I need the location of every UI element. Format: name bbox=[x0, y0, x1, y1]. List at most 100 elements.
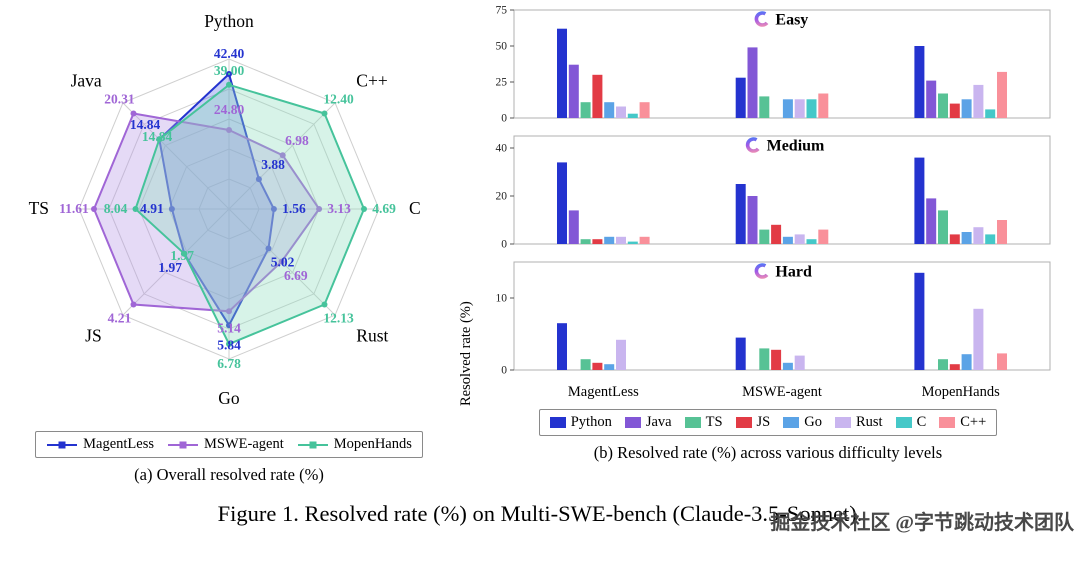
group-label-mopenhands: MopenHands bbox=[922, 384, 1000, 400]
svg-text:10: 10 bbox=[496, 293, 508, 305]
series-marker-icon bbox=[47, 441, 78, 448]
color-swatch-icon bbox=[735, 417, 752, 428]
bar-easy-magentless-js bbox=[592, 74, 603, 118]
bar-medium-mopenhands-ts bbox=[938, 210, 948, 244]
radar-axis-ts: TS bbox=[29, 198, 49, 218]
bar-medium-mopenhands-rust bbox=[973, 227, 984, 244]
svg-text:0: 0 bbox=[501, 239, 507, 251]
svg-text:5.14: 5.14 bbox=[217, 320, 241, 335]
legend-label: C++ bbox=[960, 414, 987, 430]
bar-hard-magentless-go bbox=[604, 364, 615, 370]
svg-text:42.40: 42.40 bbox=[214, 46, 245, 61]
color-swatch-icon bbox=[684, 417, 701, 428]
bar-medium-mopenhands-js bbox=[949, 234, 960, 244]
y-axis-label: Resolved rate (%) bbox=[458, 301, 474, 406]
bar-hard-magentless-js bbox=[592, 362, 603, 370]
bar-easy-mopenhands-js bbox=[949, 103, 960, 118]
bar-easy-magentless-c++ bbox=[639, 102, 650, 118]
bar-easy-magentless-ts bbox=[580, 102, 591, 118]
svg-text:25: 25 bbox=[496, 77, 508, 89]
legend-label: Rust bbox=[855, 414, 883, 430]
radar-axis-js: JS bbox=[85, 325, 102, 345]
legend-item-python: Python bbox=[549, 414, 612, 431]
color-swatch-icon bbox=[939, 417, 956, 428]
bar-charts-column: 0 25 50 75 Easy 0 20 40 Medium 0 10 Hard MagentLess… bbox=[478, 4, 1058, 463]
bar-easy-mswe-agent-go bbox=[782, 99, 793, 118]
radar-axis-c: C bbox=[409, 198, 421, 218]
color-swatch-icon bbox=[834, 417, 851, 428]
series-marker-icon bbox=[297, 441, 328, 448]
legend-item-rust: Rust bbox=[834, 414, 883, 431]
figure-caption: Figure 1. Resolved rate (%) on Multi-SWE… bbox=[217, 501, 863, 526]
color-swatch-icon bbox=[895, 417, 912, 428]
bar-medium-mswe-agent-rust bbox=[794, 234, 805, 244]
panel-b: Resolved rate (%) 0 25 50 75 Easy 0 20 40 Medium… bbox=[458, 4, 1070, 485]
bar-panel-medium: 0 20 40 Medium bbox=[496, 135, 1051, 251]
bar-medium-mswe-agent-java bbox=[747, 196, 758, 244]
svg-text:20: 20 bbox=[496, 191, 508, 203]
bar-easy-mswe-agent-rust bbox=[794, 99, 805, 118]
bar-medium-mopenhands-python bbox=[914, 157, 925, 244]
radar-axis-go: Go bbox=[218, 388, 240, 408]
svg-text:0: 0 bbox=[501, 365, 507, 377]
svg-text:12.40: 12.40 bbox=[323, 91, 354, 106]
bar-hard-mswe-agent-go bbox=[782, 362, 793, 370]
bar-x-axis-labels: MagentLess MSWE-agent MopenHands bbox=[478, 382, 1058, 407]
legend-label: MopenHands bbox=[333, 436, 412, 452]
svg-text:3.88: 3.88 bbox=[261, 157, 285, 172]
bar-medium-mopenhands-c bbox=[985, 234, 996, 244]
language-legend: Python Java TS JS Go Rust C C++ bbox=[538, 409, 998, 436]
bar-hard-mopenhands-ts bbox=[938, 359, 948, 370]
bar-hard-mopenhands-rust bbox=[973, 308, 984, 370]
bar-group-labels-svg: MagentLess MSWE-agent MopenHands bbox=[568, 384, 1000, 400]
bar-easy-mswe-agent-c bbox=[806, 99, 817, 118]
figure-caption-row: Figure 1. Resolved rate (%) on Multi-SWE… bbox=[0, 501, 1080, 534]
radar-axis-java: Java bbox=[71, 71, 102, 91]
group-label-magentless: MagentLess bbox=[568, 384, 639, 400]
bar-medium-magentless-go bbox=[604, 236, 615, 244]
svg-text:14.84: 14.84 bbox=[142, 129, 173, 144]
bar-hard-mopenhands-c++ bbox=[997, 353, 1007, 370]
difficulty-title-hard: Hard bbox=[775, 264, 812, 281]
difficulty-logo-icon bbox=[754, 263, 771, 279]
radar-legend-row: MagentLess MSWE-agent MopenHands bbox=[35, 431, 423, 458]
svg-text:8.04: 8.04 bbox=[104, 201, 128, 216]
bar-medium-magentless-js bbox=[592, 239, 603, 244]
bar-medium-mswe-agent-c bbox=[806, 239, 817, 244]
legend-label: MSWE-agent bbox=[204, 436, 284, 452]
bar-easy-mswe-agent-java bbox=[747, 47, 758, 118]
series-marker-icon bbox=[168, 441, 198, 448]
difficulty-title-medium: Medium bbox=[767, 138, 825, 155]
bar-easy-mopenhands-go bbox=[961, 99, 972, 118]
legend-label: Go bbox=[804, 414, 822, 430]
bar-easy-mopenhands-java bbox=[926, 80, 937, 118]
bar-hard-mswe-agent-rust bbox=[794, 355, 805, 370]
legend-label: TS bbox=[705, 414, 723, 430]
svg-text:20.31: 20.31 bbox=[104, 91, 135, 106]
svg-text:24.80: 24.80 bbox=[214, 102, 245, 117]
bar-easy-mopenhands-rust bbox=[973, 84, 984, 118]
svg-text:50: 50 bbox=[496, 41, 508, 53]
color-swatch-icon bbox=[783, 417, 800, 428]
radar-axis-c++: C++ bbox=[356, 71, 388, 91]
bar-easy-magentless-rust bbox=[616, 106, 626, 118]
bar-easy-mopenhands-python bbox=[914, 46, 925, 118]
svg-text:3.13: 3.13 bbox=[327, 201, 351, 216]
svg-text:0: 0 bbox=[501, 113, 507, 125]
difficulty-logo-icon bbox=[754, 11, 771, 27]
bar-easy-mopenhands-ts bbox=[938, 93, 948, 118]
legend-item-c: C bbox=[895, 414, 926, 431]
difficulty-logo-icon bbox=[745, 137, 762, 153]
bar-easy-magentless-c bbox=[627, 113, 638, 118]
legend-label: JS bbox=[756, 414, 771, 430]
legend-item-java: Java bbox=[624, 414, 672, 431]
bar-hard-mswe-agent-js bbox=[771, 349, 782, 370]
bar-easy-mopenhands-c++ bbox=[997, 71, 1007, 118]
panel-a: 42.40 39.00 24.80 12.40 6.98 3.88 4.69 3.13 1.56… bbox=[0, 4, 458, 485]
bar-medium-mopenhands-java bbox=[926, 198, 937, 244]
bar-medium-magentless-c++ bbox=[639, 236, 650, 244]
color-swatch-icon bbox=[624, 417, 641, 428]
legend-item-ts: TS bbox=[684, 414, 723, 431]
bar-medium-magentless-python bbox=[557, 162, 567, 244]
radar-chart: 42.40 39.00 24.80 12.40 6.98 3.88 4.69 3.13 1.56… bbox=[3, 4, 455, 429]
